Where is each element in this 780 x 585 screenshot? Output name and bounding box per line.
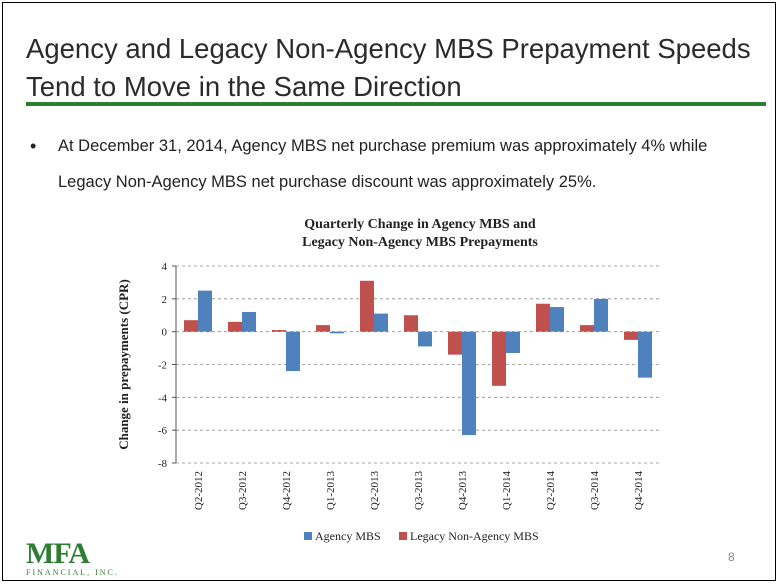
x-tick-label: Q1-2013 <box>325 471 337 511</box>
x-tick-label: Q2-2013 <box>369 471 381 511</box>
y-tick-label: 2 <box>162 294 168 306</box>
bar-agency-mbs <box>418 331 432 347</box>
slide-title: Agency and Legacy Non-Agency MBS Prepaym… <box>26 33 751 102</box>
x-tick-label: Q2-2012 <box>193 471 205 510</box>
y-tick-label: -2 <box>158 360 167 372</box>
bar-agency-mbs <box>638 331 652 378</box>
bar-legacy-non-agency-mbs <box>272 330 286 332</box>
x-tick-label: Q3-2012 <box>237 471 249 510</box>
x-tick-label: Q3-2013 <box>413 471 425 511</box>
bar-legacy-non-agency-mbs <box>624 331 638 340</box>
x-tick-label: Q4-2013 <box>457 471 469 511</box>
bar-legacy-non-agency-mbs <box>492 331 506 386</box>
x-tick-label: Q3-2014 <box>589 471 601 511</box>
bar-legacy-non-agency-mbs <box>404 315 418 332</box>
chart-title: Quarterly Change in Agency MBS and Legac… <box>240 216 600 252</box>
x-tick-label: Q1-2014 <box>501 471 513 511</box>
legend-label-legacy-non-agency-mbs: Legacy Non-Agency MBS <box>410 529 539 543</box>
x-tick-label: Q4-2012 <box>281 471 293 510</box>
logo-subtitle: FINANCIAL, INC. <box>26 568 119 577</box>
page-number: 8 <box>728 550 735 564</box>
bar-legacy-non-agency-mbs <box>580 325 594 332</box>
y-axis-label: Change in prepayments (CPR) <box>116 279 131 450</box>
y-tick-label: -4 <box>158 392 168 404</box>
bar-agency-mbs <box>462 331 476 436</box>
bar-legacy-non-agency-mbs <box>536 303 550 332</box>
legend-swatch-agency-mbs <box>304 532 312 540</box>
chart-title-line-1: Quarterly Change in Agency MBS and <box>304 217 536 232</box>
bar-legacy-non-agency-mbs <box>228 321 242 332</box>
title-underline <box>26 102 766 106</box>
bar-legacy-non-agency-mbs <box>316 325 330 332</box>
legend-swatch-legacy-non-agency-mbs <box>399 532 407 540</box>
bar-agency-mbs <box>198 290 212 332</box>
bar-legacy-non-agency-mbs <box>184 320 198 332</box>
bar-legacy-non-agency-mbs <box>448 331 462 355</box>
chart-title-line-2: Legacy Non-Agency MBS Prepayments <box>302 235 538 250</box>
bar-agency-mbs <box>374 313 388 332</box>
bar-agency-mbs <box>242 311 256 332</box>
x-tick-label: Q2-2014 <box>545 471 557 511</box>
y-tick-label: 4 <box>162 261 168 273</box>
mfa-logo: MFA FINANCIAL, INC. <box>26 537 119 578</box>
bar-agency-mbs <box>286 331 300 372</box>
bar-agency-mbs <box>550 307 564 332</box>
bar-agency-mbs <box>506 331 520 354</box>
x-tick-label: Q4-2014 <box>633 471 645 511</box>
bar-agency-mbs <box>330 331 344 334</box>
logo-wordmark: MFA <box>26 537 90 570</box>
bullet-icon: • <box>30 136 37 156</box>
y-tick-label: 0 <box>162 327 168 339</box>
bullet-text: At December 31, 2014, Agency MBS net pur… <box>58 137 708 191</box>
y-tick-label: -6 <box>158 425 168 437</box>
y-tick-label: -8 <box>158 458 168 470</box>
bar-agency-mbs <box>594 298 608 332</box>
bar-legacy-non-agency-mbs <box>360 280 374 332</box>
legend-label-agency-mbs: Agency MBS <box>315 529 381 543</box>
